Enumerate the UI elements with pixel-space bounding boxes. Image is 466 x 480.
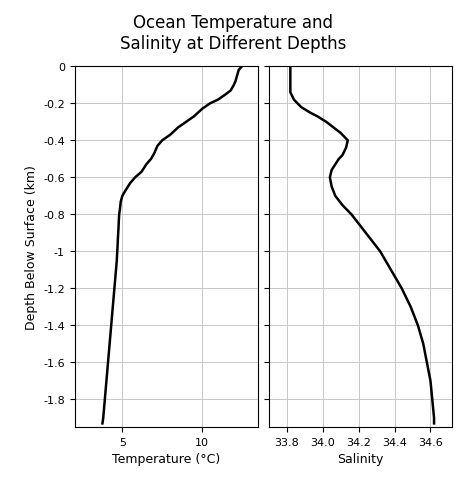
X-axis label: Temperature (°C): Temperature (°C) [112, 453, 220, 466]
Text: Ocean Temperature and
Salinity at Different Depths: Ocean Temperature and Salinity at Differ… [120, 14, 346, 53]
Y-axis label: Depth Below Surface (km): Depth Below Surface (km) [25, 165, 38, 329]
X-axis label: Salinity: Salinity [337, 453, 384, 466]
